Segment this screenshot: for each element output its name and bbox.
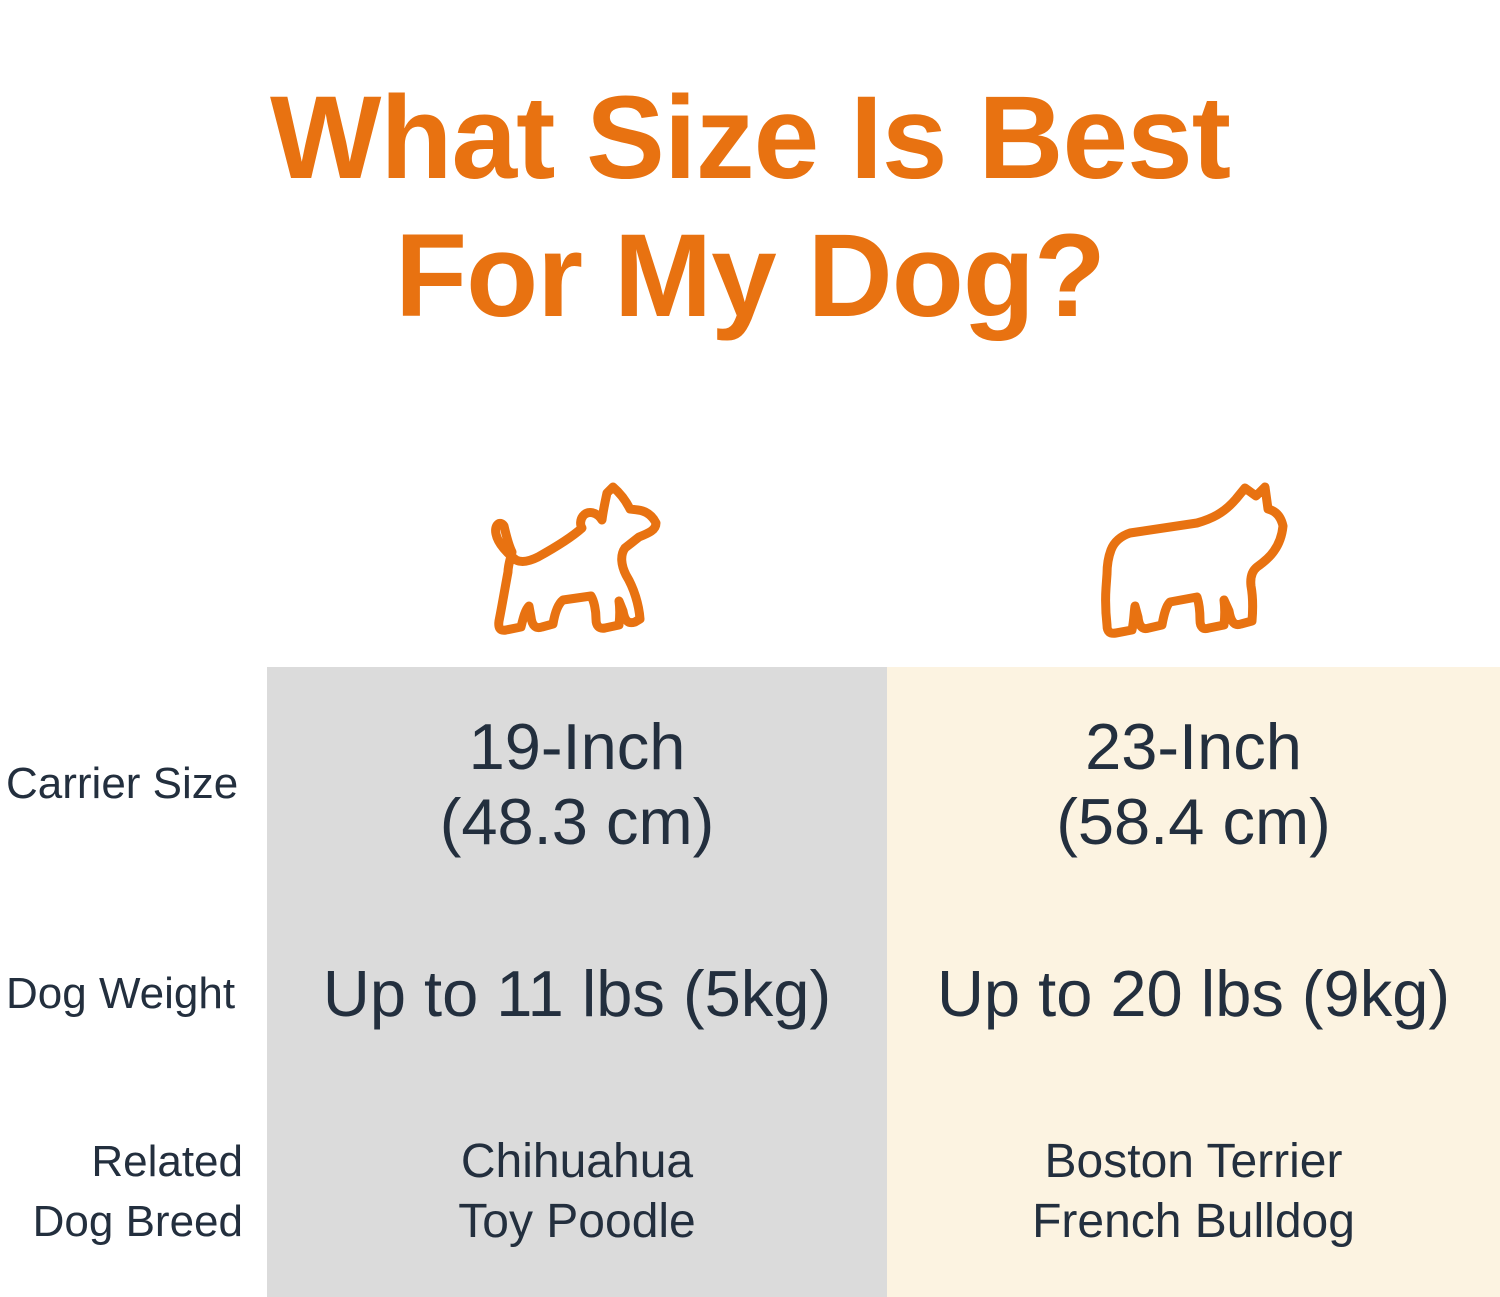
breed-small-line2: Toy Poodle <box>458 1195 696 1248</box>
breed-large-line1: Boston Terrier <box>1044 1135 1343 1188</box>
carrier-size-small-value: 19-Inch <box>468 709 686 783</box>
chihuahua-dog-icon <box>491 482 661 635</box>
carrier-size-small-cell: 19-Inch (48.3 cm) <box>267 667 887 900</box>
dog-weight-large-value: Up to 20 lbs (9kg) <box>936 957 1451 1030</box>
dog-weight-large-cell: Up to 20 lbs (9kg) <box>887 900 1500 1087</box>
dog-weight-small-value: Up to 11 lbs (5kg) <box>322 957 832 1030</box>
breed-large-line2: French Bulldog <box>1032 1195 1355 1248</box>
dog-weight-small-cell: Up to 11 lbs (5kg) <box>267 900 887 1087</box>
row-label-related-dog-breed: Related Dog Breed <box>0 1087 267 1297</box>
title-line-2: For My Dog? <box>394 210 1106 343</box>
carrier-size-small-metric: (48.3 cm) <box>439 784 715 858</box>
row-label-dog-weight: Dog Weight <box>6 968 236 1018</box>
breed-small-line1: Chihuahua <box>460 1135 694 1188</box>
row-label-related-line2: Dog Breed <box>32 1197 243 1246</box>
french-bulldog-icon <box>1101 482 1288 638</box>
size-comparison-table: Carrier Size 19-Inch (48.3 cm) 23-Inch (… <box>0 667 1500 1297</box>
carrier-size-large-metric: (58.4 cm) <box>1056 784 1331 858</box>
row-label-carrier-size: Carrier Size <box>6 758 239 808</box>
breeds-small-cell: Chihuahua Toy Poodle <box>267 1087 887 1297</box>
page-title: What Size Is Best For My Dog? <box>0 69 1500 345</box>
row-label-related-line1: Related <box>91 1137 243 1186</box>
breeds-large-cell: Boston Terrier French Bulldog <box>887 1087 1500 1297</box>
carrier-size-large-value: 23-Inch <box>1085 709 1302 783</box>
carrier-size-large-cell: 23-Inch (58.4 cm) <box>887 667 1500 900</box>
title-line-1: What Size Is Best <box>269 72 1231 205</box>
